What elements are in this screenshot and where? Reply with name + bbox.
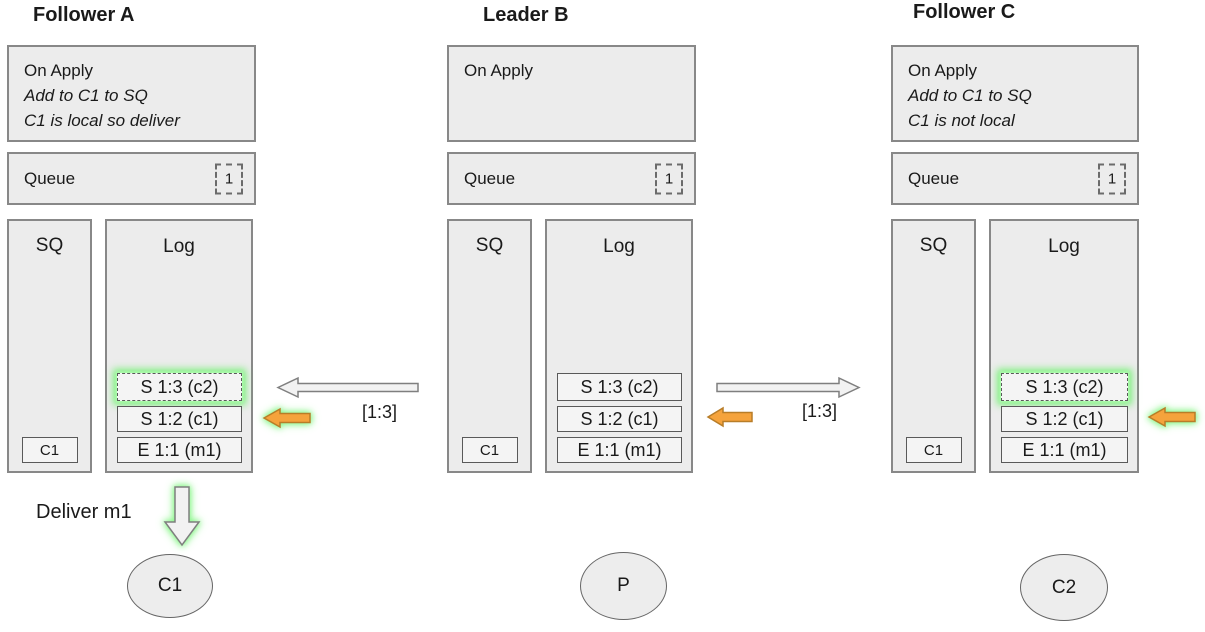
replicate-arrow-b-to-c [716, 376, 861, 399]
on-apply-note: C1 is local so deliver [24, 111, 180, 130]
ack-arrow-follower-a [262, 407, 311, 429]
on-apply-note: C1 is not local [908, 111, 1015, 130]
deliver-label: Deliver m1 [36, 501, 132, 523]
queue-box: Queue 1 [447, 152, 696, 205]
sq-label: SQ [35, 235, 64, 256]
sq-box: SQ C1 [7, 219, 92, 473]
sq-label: SQ [919, 235, 948, 256]
log-entry: S 1:2 (c1) [117, 406, 242, 432]
log-box: Log S 1:3 (c2) S 1:2 (c1) E 1:1 (m1) [989, 219, 1139, 473]
replicate-range-label-left: [1:3] [362, 402, 398, 422]
sq-label: SQ [475, 235, 504, 256]
log-box: Log S 1:3 (c2) S 1:2 (c1) E 1:1 (m1) [545, 219, 693, 473]
node-follower-c: Follower C On Apply Add to C1 to SQ C1 i… [891, 0, 1139, 480]
actor-producer-p: P [580, 552, 667, 620]
on-apply-title: On Apply [908, 61, 977, 80]
queue-count: 1 [1107, 170, 1117, 187]
log-entry: E 1:1 (m1) [1001, 437, 1128, 463]
queue-label: Queue [24, 168, 76, 188]
ack-arrow-leader-b [706, 406, 753, 428]
log-entry: E 1:1 (m1) [557, 437, 682, 463]
node-follower-a: Follower A On Apply Add to C1 to SQ C1 i… [7, 0, 256, 480]
log-entry: S 1:3 (c2) [557, 373, 682, 401]
queue-slot: 1 [1098, 163, 1126, 194]
sq-box: SQ C1 [447, 219, 532, 473]
queue-box: Queue 1 [7, 152, 256, 205]
queue-slot: 1 [655, 163, 683, 194]
on-apply-box: On Apply Add to C1 to SQ C1 is not local [891, 45, 1139, 142]
log-entry: E 1:1 (m1) [117, 437, 242, 463]
queue-box: Queue 1 [891, 152, 1139, 205]
node-title: Follower C [913, 1, 1016, 23]
queue-label: Queue [464, 168, 516, 188]
on-apply-note: Add to C1 to SQ [908, 86, 1032, 105]
log-entry: S 1:2 (c1) [1001, 406, 1128, 432]
sq-box: SQ C1 [891, 219, 976, 473]
queue-count: 1 [224, 170, 234, 187]
on-apply-box: On Apply Add to C1 to SQ C1 is local so … [7, 45, 256, 142]
actor-label: P [617, 575, 630, 596]
log-entry: S 1:3 (c2) [117, 373, 242, 401]
log-box: Log S 1:3 (c2) S 1:2 (c1) E 1:1 (m1) [105, 219, 253, 473]
sq-item: C1 [461, 437, 518, 463]
ack-arrow-follower-c [1147, 406, 1196, 428]
log-label: Log [603, 236, 635, 257]
actor-label: C2 [1051, 576, 1077, 598]
on-apply-title: On Apply [24, 61, 93, 80]
node-title: Follower A [33, 4, 135, 26]
actor-client-c1: C1 [127, 554, 213, 618]
actor-label: C1 [157, 575, 183, 596]
sq-item: C1 [21, 437, 78, 463]
node-title: Leader B [483, 4, 569, 26]
queue-count: 1 [664, 170, 674, 187]
on-apply-title: On Apply [464, 61, 533, 80]
node-leader-b: Leader B On Apply Queue 1 SQ C1 Log S 1:… [447, 0, 696, 480]
deliver-arrow-down [163, 486, 201, 547]
queue-slot: 1 [215, 163, 243, 194]
queue-label: Queue [908, 168, 960, 188]
actor-client-c2: C2 [1020, 554, 1108, 621]
on-apply-box: On Apply [447, 45, 696, 142]
log-label: Log [163, 236, 195, 257]
log-entry: S 1:3 (c2) [1001, 373, 1128, 401]
log-label: Log [1048, 236, 1080, 257]
replicate-range-label-right: [1:3] [802, 401, 838, 421]
on-apply-note: Add to C1 to SQ [24, 86, 148, 105]
sq-item: C1 [905, 437, 962, 463]
log-entry: S 1:2 (c1) [557, 406, 682, 432]
replicate-arrow-b-to-a [276, 376, 419, 399]
